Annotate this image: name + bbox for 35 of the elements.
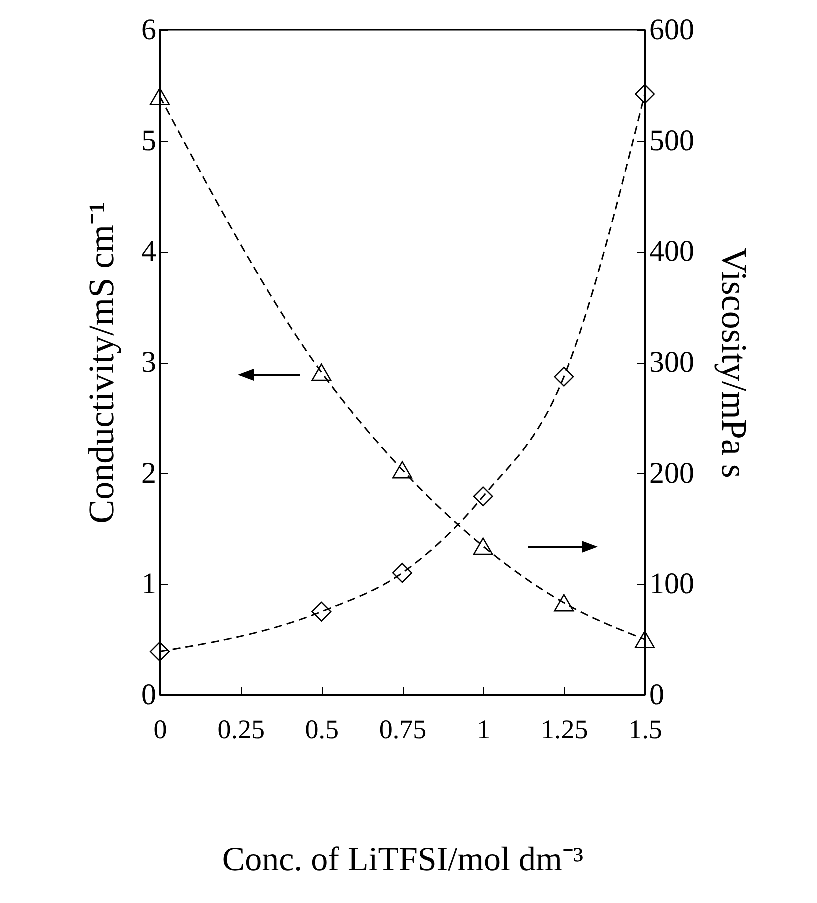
y2-tick-label: 300 bbox=[650, 346, 694, 379]
point bbox=[312, 364, 332, 382]
y2-tick-label: 0 bbox=[650, 678, 664, 712]
x-tick-label: 0.75 bbox=[379, 714, 427, 744]
point bbox=[634, 630, 656, 648]
point bbox=[473, 538, 494, 556]
y2-tick-label: 400 bbox=[650, 235, 694, 268]
y-axis-title: Conductivity/mS cm⁻¹ bbox=[82, 202, 122, 524]
point bbox=[150, 88, 170, 106]
point bbox=[634, 84, 656, 104]
y-tick-label: 2 bbox=[142, 456, 156, 490]
point bbox=[554, 366, 574, 387]
y-tick-label: 1 bbox=[142, 568, 156, 601]
y2-axis-title: Viscosity/mPa s bbox=[714, 248, 754, 478]
point bbox=[312, 602, 332, 622]
y-tick-label: 0 bbox=[142, 678, 156, 712]
y-tick-label: 6 bbox=[142, 14, 156, 46]
x-tick-label: 0.25 bbox=[218, 714, 265, 744]
x-axis-title: Conc. of LiTFSI/mol dm⁻³ bbox=[222, 842, 584, 878]
point bbox=[150, 642, 170, 662]
y2-tick-label: 200 bbox=[650, 456, 694, 490]
y2-tick-label: 600 bbox=[650, 14, 694, 46]
y-tick-label: 4 bbox=[142, 235, 156, 268]
x-tick-label: 1.5 bbox=[628, 714, 662, 744]
x-tick-label: 1.25 bbox=[541, 714, 588, 744]
y2-tick-label: 500 bbox=[650, 124, 694, 158]
point bbox=[392, 461, 413, 479]
x-tick-label: 1 bbox=[477, 714, 491, 744]
y2-tick-label: 100 bbox=[650, 568, 694, 601]
y-tick-label: 3 bbox=[142, 346, 156, 379]
point bbox=[473, 486, 494, 507]
point bbox=[392, 563, 413, 584]
x-tick-label: 0.5 bbox=[305, 714, 340, 744]
y-tick-label: 5 bbox=[142, 124, 156, 158]
point bbox=[554, 594, 574, 612]
